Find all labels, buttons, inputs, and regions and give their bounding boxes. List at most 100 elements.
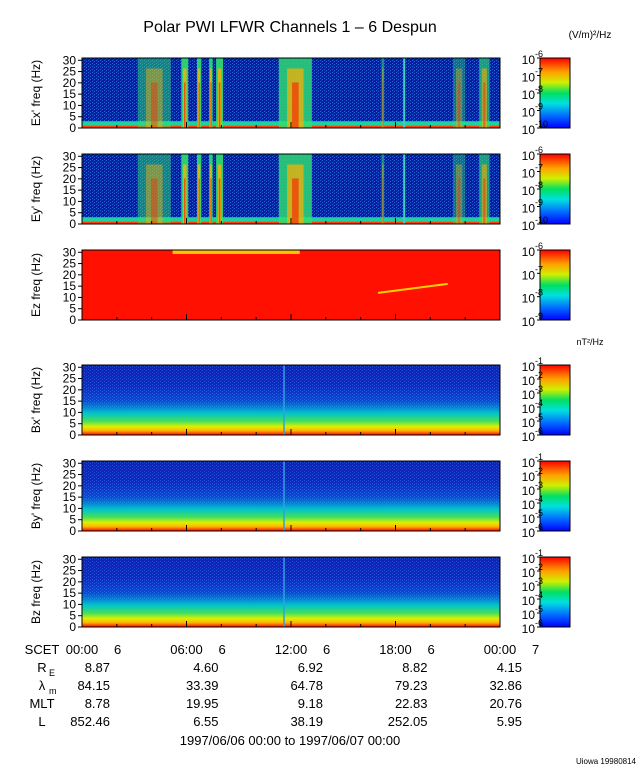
colorbar-tick-base: 10 — [522, 552, 536, 566]
ephemeris-label-subscript: m — [49, 686, 57, 696]
y-tick-label: 25 — [63, 564, 77, 578]
x-tick-day: 7 — [532, 642, 539, 657]
x-tick-day: 6 — [323, 642, 330, 657]
colorbar-ey — [539, 153, 571, 225]
y-axis-label-ez: Ez freq (Hz) — [29, 253, 43, 317]
x-tick-label: 00:00 — [66, 642, 99, 657]
colorbar-tick-exponent: -6 — [535, 426, 543, 436]
colorbar-tick-base: 10 — [522, 512, 536, 526]
colorbar-tick-base: 10 — [522, 106, 536, 120]
colorbar-tick-base: 10 — [522, 416, 536, 430]
colorbar-tick-exponent: -8 — [535, 84, 543, 94]
y-tick-label: 20 — [63, 575, 77, 589]
ephemeris-label: λ — [39, 678, 46, 693]
y-tick-label: 10 — [63, 290, 77, 304]
colorbar-tick-base: 10 — [522, 526, 536, 540]
spectrogram-image-ez — [82, 250, 500, 320]
y-axis-label-bz: Bz freq (Hz) — [29, 560, 43, 624]
colorbar-tick-exponent: -2 — [535, 370, 543, 380]
colorbar-ez — [539, 249, 571, 321]
colorbar-tick-exponent: -4 — [535, 398, 543, 408]
colorbar-tick-base: 10 — [522, 566, 536, 580]
colorbar-tick-exponent: -5 — [535, 508, 543, 518]
x-tick-day: 6 — [219, 642, 226, 657]
colorbar-tick-base: 10 — [522, 456, 536, 470]
spectrogram-image-by — [82, 461, 500, 531]
colorbar-ex — [539, 57, 571, 129]
ephemeris-table: R E 8.87 4.60 6.92 8.82 4.15 λ m 84.15 33.39 64.78 7… — [29, 660, 522, 729]
colorbar-tick-base: 10 — [522, 608, 536, 622]
y-tick-label: 5 — [69, 110, 76, 124]
colorbar-tick-exponent: -10 — [535, 119, 548, 129]
time-axis: SCET 00:00 6 06:00 6 12:00 6 18:00 6 00:00 7 — [25, 642, 540, 657]
ephemeris-value: 64.78 — [290, 678, 323, 693]
y-tick-label: 20 — [63, 383, 77, 397]
colorbar-bz — [539, 556, 571, 628]
y-tick-label: 0 — [69, 217, 76, 231]
colorbar-tick-base: 10 — [522, 360, 536, 374]
y-tick-label: 10 — [63, 405, 77, 419]
colorbar-tick-exponent: -9 — [535, 102, 543, 112]
colorbar-tick-exponent: -5 — [535, 412, 543, 422]
ephemeris-value: 33.39 — [186, 678, 219, 693]
colorbar-tick-exponent: -1 — [535, 452, 543, 462]
colorbar-tick-exponent: -1 — [535, 356, 543, 366]
y-tick-label: 30 — [63, 360, 77, 374]
y-tick-label: 15 — [63, 586, 77, 600]
y-tick-label: 0 — [69, 524, 76, 538]
y-tick-label: 15 — [63, 279, 77, 293]
ephemeris-value: 19.95 — [186, 696, 219, 711]
colorbar-tick-exponent: -2 — [535, 466, 543, 476]
colorbar-tick-base: 10 — [522, 430, 536, 444]
x-tick-label: 12:00 — [275, 642, 308, 657]
ephemeris-value: 22.83 — [395, 696, 428, 711]
colorbar-tick-base: 10 — [522, 594, 536, 608]
colorbar-tick-base: 10 — [522, 53, 536, 67]
ephemeris-value: 8.82 — [402, 660, 427, 675]
spectrogram-image-ey — [82, 154, 500, 224]
y-axis-label-ey: Ey' freq (Hz) — [29, 156, 43, 222]
y-tick-label: 25 — [63, 65, 77, 79]
colorbar-tick-base: 10 — [522, 402, 536, 416]
colorbar-tick-base: 10 — [522, 71, 536, 85]
colorbar-tick-exponent: -6 — [535, 522, 543, 532]
ephemeris-value: 5.95 — [497, 714, 522, 729]
y-tick-label: 5 — [69, 609, 76, 623]
y-tick-label: 30 — [63, 149, 77, 163]
ephemeris-value: 32.86 — [489, 678, 522, 693]
colorbar-tick-base: 10 — [522, 374, 536, 388]
colorbar-tick-exponent: -7 — [535, 163, 543, 173]
y-tick-label: 15 — [63, 394, 77, 408]
y-tick-label: 5 — [69, 302, 76, 316]
y-tick-label: 15 — [63, 183, 77, 197]
colorbar-tick-exponent: -3 — [535, 384, 543, 394]
y-tick-label: 0 — [69, 121, 76, 135]
y-tick-label: 30 — [63, 552, 77, 566]
y-tick-label: 20 — [63, 268, 77, 282]
y-tick-label: 10 — [63, 194, 77, 208]
colorbar-tick-exponent: -4 — [535, 494, 543, 504]
ephemeris-label: MLT — [29, 696, 54, 711]
y-tick-label: 10 — [63, 597, 77, 611]
x-tick-label: 06:00 — [170, 642, 203, 657]
ephemeris-label: L — [38, 714, 45, 729]
colorbar-tick-exponent: -2 — [535, 562, 543, 572]
ephemeris-label-subscript: E — [49, 668, 55, 678]
colorbar-tick-exponent: -3 — [535, 576, 543, 586]
colorbar-tick-exponent: -8 — [535, 180, 543, 190]
magnetic-unit-label: nT²/Hz — [577, 337, 605, 347]
colorbar-tick-base: 10 — [522, 268, 536, 282]
electric-unit-label: (V/m)²/Hz — [569, 30, 612, 41]
colorbar-tick-base: 10 — [522, 167, 536, 181]
y-tick-label: 5 — [69, 206, 76, 220]
y-tick-label: 15 — [63, 87, 77, 101]
colorbar-tick-exponent: -9 — [535, 311, 543, 321]
colorbar-tick-base: 10 — [522, 315, 536, 329]
colorbar-bx — [539, 364, 571, 436]
y-tick-label: 20 — [63, 172, 77, 186]
y-tick-label: 10 — [63, 98, 77, 112]
